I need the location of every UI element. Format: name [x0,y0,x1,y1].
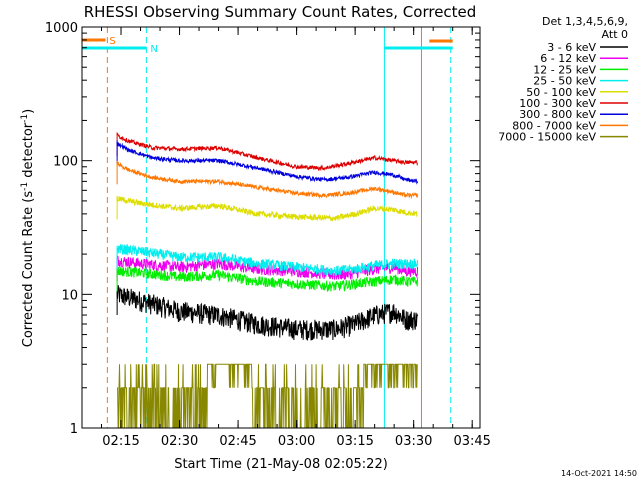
legend-label-7: 800 - 7000 keV [512,119,596,132]
y-tick-label-1: 10 [61,288,78,303]
legend-label-1: 6 - 12 keV [540,52,596,65]
plot-frame [81,26,481,429]
y-tick-label-0: 1 [70,422,78,437]
legend-label-5: 100 - 300 keV [519,97,596,110]
axes: 02:15 02:30 02:45 03:00 03:15 03:30 03:45 1 10 10… [45,21,491,449]
flag-label-N: N [150,44,157,55]
flag-label-S: S [109,36,115,47]
series-line-1 [116,255,419,281]
legend-header-line-2: Att 0 [602,28,628,41]
x-tick-label-5: 03:30 [395,434,432,449]
series-line-6 [116,142,419,185]
legend-label-0: 3 - 6 keV [547,41,596,54]
x-tick-label-1: 02:30 [161,434,198,449]
y-tick-label-3: 1000 [45,21,78,36]
x-tick-label-4: 03:15 [336,434,373,449]
series-line-0 [116,285,419,341]
timestamp: 14-Oct-2021 14:50 [561,469,637,478]
series-line-7 [116,161,419,200]
x-tick-label-3: 03:00 [278,434,315,449]
x-tick-label-6: 03:45 [453,434,490,449]
series-line-5 [116,133,419,172]
legend-label-6: 300 - 800 keV [519,108,596,121]
plot-area: SN [82,27,453,429]
series-line-3 [116,244,419,277]
y-axis-label: Corrected Count Rate (s-1 detector-1) [20,109,36,347]
legend-label-2: 12 - 25 keV [533,63,596,76]
legend-label-8: 7000 - 15000 keV [498,131,596,144]
y-tick-label-2: 100 [53,155,78,170]
legend-label-3: 25 - 50 keV [533,75,596,88]
x-axis-label: Start Time (21-May-08 02:05:22) [174,457,388,472]
x-tick-label-2: 02:45 [219,434,256,449]
chart-title: RHESSI Observing Summary Count Rates, Co… [84,3,477,21]
series-line-4 [116,196,418,222]
legend-label-4: 50 - 100 keV [526,86,596,99]
series-line-2 [116,266,419,292]
x-tick-label-0: 02:15 [102,434,139,449]
legend-header-line-1: Det 1,3,4,5,6,9, [542,15,628,28]
